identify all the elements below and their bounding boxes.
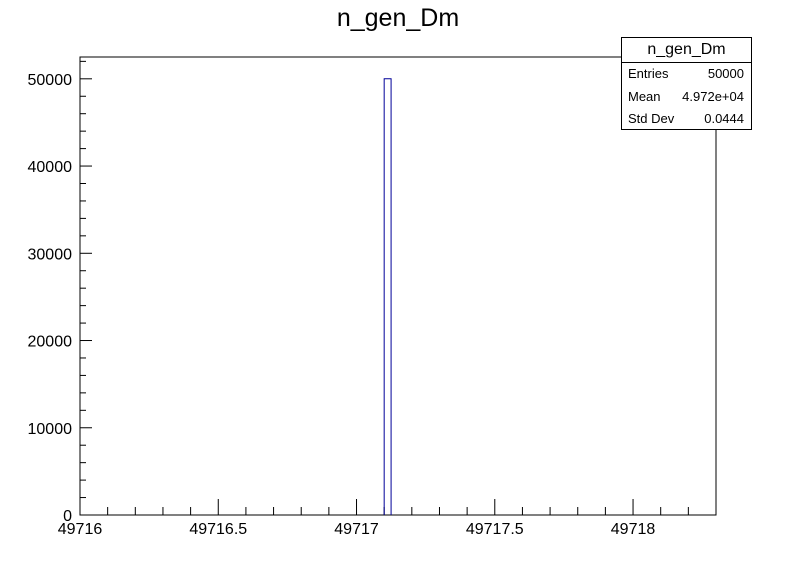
stats-label-entries: Entries: [628, 66, 669, 81]
y-tick-label: 30000: [28, 246, 73, 263]
y-tick-label: 0: [63, 508, 72, 525]
y-tick-label: 20000: [28, 334, 73, 351]
stats-row-stddev: Std Dev 0.0444: [622, 108, 751, 131]
stats-title: n_gen_Dm: [622, 38, 751, 63]
y-tick-label: 10000: [28, 421, 73, 438]
x-tick-label: 49716.5: [189, 521, 247, 538]
stats-value-mean: 4.972e+04: [682, 88, 744, 104]
histogram-bin: [383, 78, 392, 515]
stats-row-mean: Mean 4.972e+04: [622, 86, 751, 109]
stats-label-stddev: Std Dev: [628, 111, 675, 126]
stats-row-entries: Entries 50000: [622, 63, 751, 86]
stats-value-entries: 50000: [707, 66, 744, 81]
x-tick-label: 49717.5: [466, 521, 524, 538]
x-tick-label: 49718: [611, 521, 656, 538]
stats-value-stddev: 0.0444: [704, 111, 744, 126]
plot-frame: [79, 56, 717, 516]
stats-label-mean: Mean: [628, 88, 661, 104]
x-tick-label: 49717: [334, 521, 379, 538]
y-tick-label: 50000: [28, 72, 73, 89]
chart-title: n_gen_Dm: [336, 4, 460, 32]
y-tick-label: 40000: [28, 159, 73, 176]
x-tick-label: 49716: [58, 521, 103, 538]
stats-box: n_gen_Dm Entries 50000 Mean 4.972e+04 St…: [621, 37, 752, 130]
